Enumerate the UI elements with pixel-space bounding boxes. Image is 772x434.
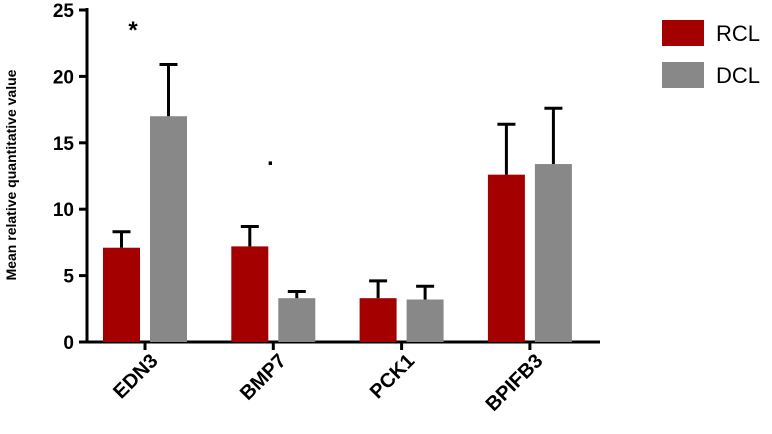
- x-tick-label: EDN3: [109, 350, 162, 403]
- x-tick-labels: EDN3 BMP7 PCK1 BPIFB3: [109, 342, 547, 416]
- y-tick-label: 20: [53, 67, 74, 88]
- bar-dcl-pck1: [406, 299, 444, 342]
- x-tick-label: PCK1: [366, 350, 419, 403]
- significance-marker: *: [128, 17, 138, 44]
- legend-swatch-rcl: [662, 20, 704, 46]
- significance-marker: .: [267, 144, 274, 171]
- bar-rcl-edn3: [103, 247, 140, 342]
- bars: [103, 116, 572, 343]
- bar-rcl-bmp7: [231, 246, 269, 342]
- x-tick-label: BPIFB3: [482, 350, 548, 416]
- x-tick-label: BMP7: [236, 350, 291, 405]
- legend: RCL DCL: [662, 20, 760, 88]
- annotations: *.: [128, 17, 273, 171]
- bar-dcl-bpifb3: [534, 164, 572, 342]
- error-bars: [112, 62, 563, 300]
- bar-rcl-bpifb3: [487, 174, 525, 342]
- legend-swatch-dcl: [662, 62, 704, 88]
- bar-dcl-bmp7: [278, 298, 316, 342]
- legend-label-rcl: RCL: [716, 21, 760, 46]
- y-tick-label: 15: [53, 134, 75, 155]
- y-tick-label: 0: [63, 333, 74, 354]
- bar-dcl-edn3: [150, 116, 187, 343]
- y-tick-label: 25: [53, 1, 75, 22]
- bar-rcl-pck1: [359, 298, 397, 342]
- y-tick-label: 10: [53, 200, 74, 221]
- y-axis-title: Mean relative quantitative value: [3, 69, 19, 280]
- y-tick-label: 5: [63, 267, 74, 288]
- legend-label-dcl: DCL: [716, 63, 760, 88]
- y-ticks: 0 5 10 15 20 25: [53, 1, 87, 354]
